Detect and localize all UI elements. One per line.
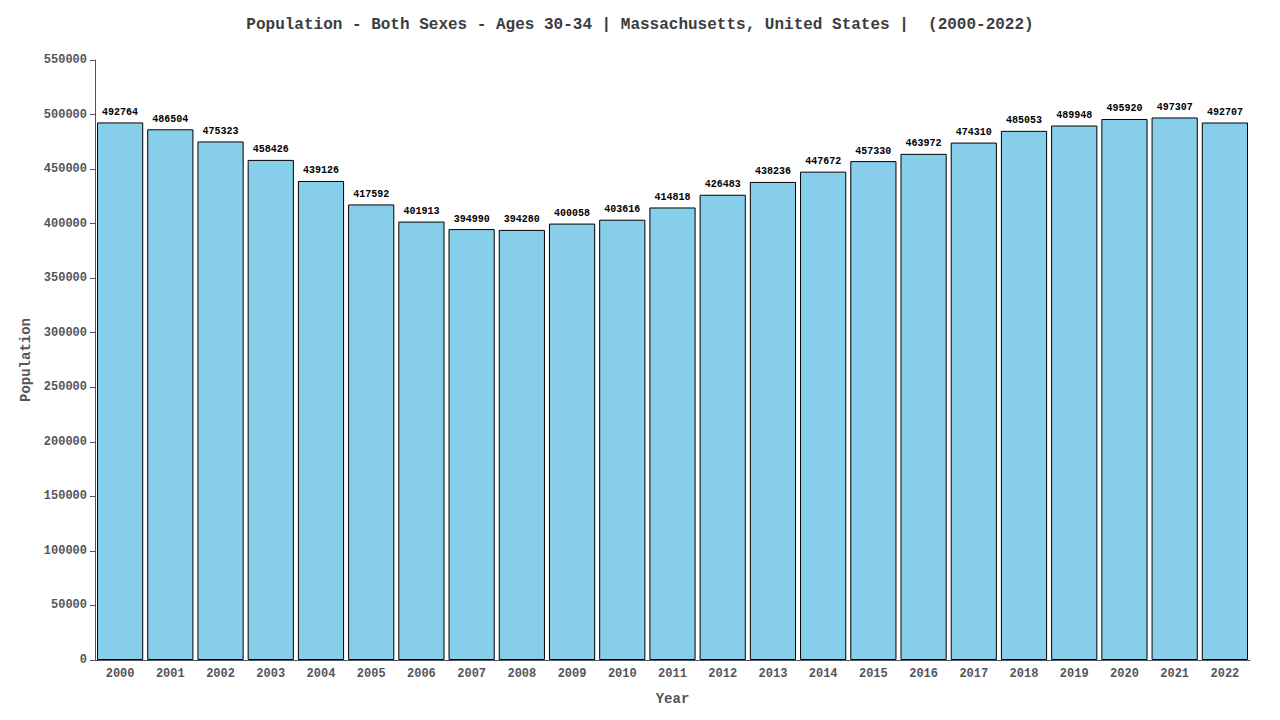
svg-text:457330: 457330: [855, 146, 891, 157]
svg-text:2020: 2020: [1110, 667, 1139, 681]
svg-text:2022: 2022: [1210, 667, 1239, 681]
svg-text:2003: 2003: [256, 667, 285, 681]
svg-text:2006: 2006: [407, 667, 436, 681]
svg-text:401913: 401913: [403, 206, 439, 217]
svg-text:2008: 2008: [507, 667, 536, 681]
svg-text:485053: 485053: [1006, 115, 1042, 126]
svg-text:2016: 2016: [909, 667, 938, 681]
svg-text:463972: 463972: [906, 138, 942, 149]
svg-text:500000: 500000: [44, 108, 87, 122]
svg-text:489948: 489948: [1056, 110, 1092, 121]
svg-text:2013: 2013: [759, 667, 788, 681]
svg-text:2002: 2002: [206, 667, 235, 681]
svg-text:426483: 426483: [705, 179, 741, 190]
svg-text:414818: 414818: [654, 192, 690, 203]
svg-text:550000: 550000: [44, 53, 87, 67]
svg-text:2019: 2019: [1060, 667, 1089, 681]
svg-text:2000: 2000: [106, 667, 135, 681]
svg-text:458426: 458426: [253, 144, 289, 155]
svg-text:2014: 2014: [809, 667, 838, 681]
svg-text:394990: 394990: [454, 214, 490, 225]
svg-text:2018: 2018: [1010, 667, 1039, 681]
svg-text:492707: 492707: [1207, 107, 1243, 118]
svg-text:2015: 2015: [859, 667, 888, 681]
svg-text:486504: 486504: [152, 114, 188, 125]
svg-text:400058: 400058: [554, 208, 590, 219]
svg-text:475323: 475323: [203, 126, 239, 137]
svg-text:150000: 150000: [44, 489, 87, 503]
svg-text:2007: 2007: [457, 667, 486, 681]
svg-text:403616: 403616: [604, 204, 640, 215]
svg-text:Population: Population: [18, 318, 34, 402]
svg-text:2011: 2011: [658, 667, 687, 681]
svg-text:2004: 2004: [307, 667, 336, 681]
svg-text:447672: 447672: [805, 156, 841, 167]
svg-text:50000: 50000: [51, 598, 87, 612]
svg-text:2001: 2001: [156, 667, 185, 681]
svg-text:439126: 439126: [303, 165, 339, 176]
svg-text:474310: 474310: [956, 127, 992, 138]
svg-text:492764: 492764: [102, 107, 138, 118]
svg-text:2010: 2010: [608, 667, 637, 681]
svg-text:2009: 2009: [558, 667, 587, 681]
svg-text:438236: 438236: [755, 166, 791, 177]
svg-text:300000: 300000: [44, 326, 87, 340]
svg-text:250000: 250000: [44, 380, 87, 394]
svg-text:350000: 350000: [44, 271, 87, 285]
svg-text:497307: 497307: [1157, 102, 1193, 113]
svg-text:450000: 450000: [44, 162, 87, 176]
svg-text:Population - Both Sexes - Ages: Population - Both Sexes - Ages 30-34 | M…: [246, 16, 1033, 34]
svg-text:100000: 100000: [44, 544, 87, 558]
svg-text:200000: 200000: [44, 435, 87, 449]
svg-text:400000: 400000: [44, 217, 87, 231]
svg-text:2021: 2021: [1160, 667, 1189, 681]
svg-text:Year: Year: [656, 691, 690, 707]
svg-text:495920: 495920: [1106, 103, 1142, 114]
svg-text:2017: 2017: [959, 667, 988, 681]
svg-text:2005: 2005: [357, 667, 386, 681]
svg-text:2012: 2012: [708, 667, 737, 681]
svg-text:0: 0: [80, 653, 87, 667]
svg-text:394280: 394280: [504, 214, 540, 225]
svg-text:417592: 417592: [353, 189, 389, 200]
